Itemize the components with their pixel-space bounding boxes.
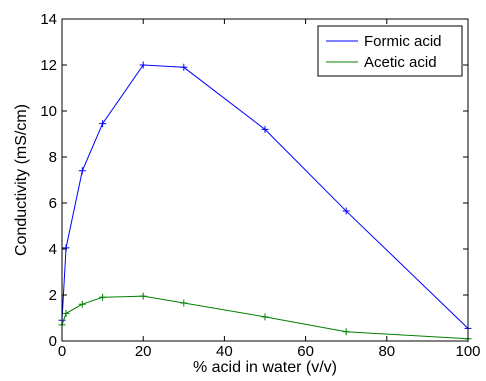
legend-label: Formic acid [364,33,442,50]
data-point [62,244,70,252]
data-point [261,313,269,321]
data-point [342,328,350,336]
axis-ticks: 0 20 40 60 80 100 0 2 4 6 8 10 12 14 [40,11,480,360]
y-tick-label: 0 [49,333,57,350]
data-point [180,299,188,307]
x-tick-label: 0 [58,343,66,360]
y-tick-label: 12 [40,57,57,74]
data-point [139,61,147,69]
data-point [139,292,147,300]
y-axis-label: Conductivity (mS/cm) [13,104,30,256]
y-tick-label: 10 [40,103,57,120]
x-tick-label: 60 [297,343,314,360]
y-tick-label: 6 [49,195,57,212]
x-tick-label: 20 [135,343,152,360]
y-tick-label: 2 [49,287,57,304]
legend-box [317,25,463,77]
data-point [261,125,269,133]
axes-frame [61,18,469,342]
y-tick-label: 4 [49,241,57,258]
plot-area [58,61,472,343]
series-1 [58,292,472,343]
series-0 [58,61,472,332]
y-tick-label: 14 [40,11,57,28]
data-point [180,63,188,71]
data-point [342,207,350,215]
data-point [62,309,70,317]
y-tick-label: 8 [49,149,57,166]
x-tick-label: 80 [378,343,395,360]
legend: Formic acid Acetic acid [317,25,463,77]
data-point [99,120,107,128]
series-line [61,64,469,329]
x-tick-label: 100 [455,343,480,360]
x-axis-label: % acid in water (v/v) [193,359,337,376]
x-tick-label: 40 [216,343,233,360]
data-point [78,300,86,308]
legend-label: Acetic acid [364,54,437,71]
data-point [99,293,107,301]
data-point [78,167,86,175]
